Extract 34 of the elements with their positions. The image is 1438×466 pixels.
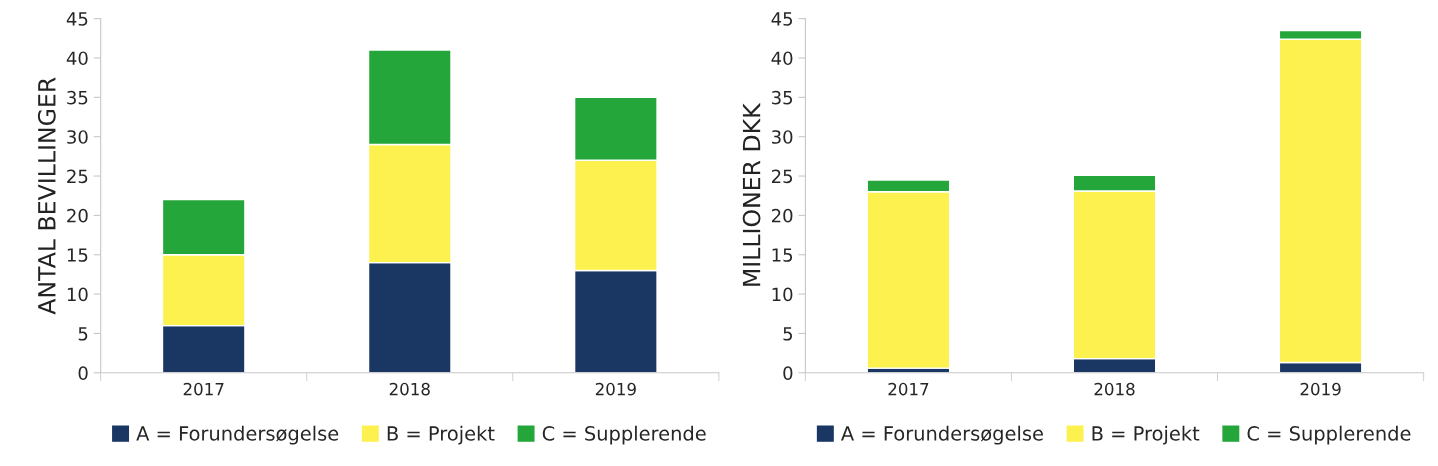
y-tick-label: 15 [772,248,793,262]
y-axis-title: ANTAL BEVILLINGER [37,77,56,315]
x-tick-label: 2017 [888,382,929,396]
y-tick-label: 30 [772,130,793,144]
y-tick-label: 5 [78,327,88,341]
y-tick-label: 0 [783,366,793,380]
y-tick-label: 35 [67,90,88,105]
y-tick-label: 20 [771,208,793,223]
y-tick-label: 25 [67,169,88,184]
y-tick-label: 0 [78,366,88,380]
legend-label: C = Supplerende [1247,425,1411,445]
y-tick-label: 40 [66,51,88,66]
y-tick-label: 10 [67,287,88,302]
legend-label: A = Forundersøgelse [841,425,1043,445]
y-tick-label: 45 [66,12,88,26]
y-tick-label: 5 [783,327,793,341]
y-tick-label: 30 [67,130,88,144]
x-tick-label: 2017 [183,382,224,396]
y-axis-title: MILLIONER DKK [742,102,761,286]
x-tick-label: 2019 [1300,382,1341,396]
y-tick-label: 20 [67,208,88,223]
legend-label: C = Supplerende [542,425,706,445]
legend-label: A = Forundersøgelse [136,425,339,445]
legend-label: B = Projekt [387,425,495,445]
x-tick-label: 2018 [1094,382,1135,396]
x-tick-label: 2018 [389,382,430,396]
legend-label: B = Projekt [1092,425,1200,445]
y-tick-label: 15 [67,248,88,262]
y-tick-label: 40 [771,51,793,66]
y-tick-label: 25 [771,169,793,184]
y-tick-label: 45 [771,12,793,26]
x-tick-label: 2019 [595,382,636,396]
y-tick-label: 10 [772,287,793,302]
y-tick-label: 35 [772,90,793,105]
